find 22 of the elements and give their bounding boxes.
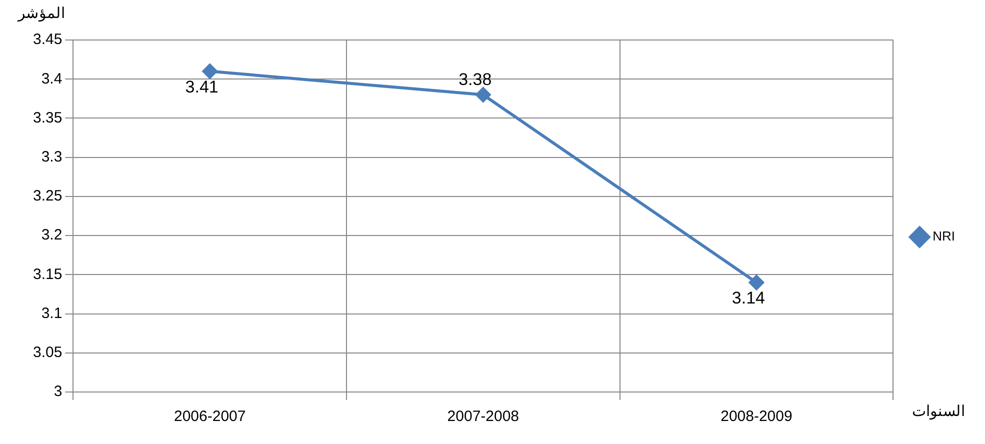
y-tick-label: 3.25: [32, 188, 62, 205]
y-tick-label: 3.35: [32, 109, 62, 126]
x-axis-title: السنوات: [912, 402, 965, 420]
data-label: 3.41: [185, 77, 218, 96]
y-tick-label: 3.1: [41, 304, 62, 322]
y-tick-label: 3.2: [41, 226, 62, 244]
y-tick-label: 3: [54, 383, 62, 400]
legend-label: NRI: [932, 228, 955, 244]
point: [476, 87, 491, 102]
y-tick-label: 3.05: [32, 344, 62, 362]
data-label: 3.14: [732, 288, 766, 308]
x-tick-label: 2007-2008: [447, 408, 520, 426]
x-tick-label: 2006-2007: [174, 408, 246, 426]
x-tick-label: 2008-2009: [720, 408, 792, 426]
y-tick-label: 3.4: [41, 70, 62, 88]
data-label: 3.38: [458, 70, 492, 89]
y-tick-label: 3.3: [41, 148, 62, 166]
point: [748, 274, 764, 290]
y-tick-label: 3.15: [32, 266, 62, 283]
y-axis-title: المؤشر: [18, 4, 65, 22]
point: [202, 64, 218, 79]
y-tick-label: 3.45: [32, 31, 62, 48]
